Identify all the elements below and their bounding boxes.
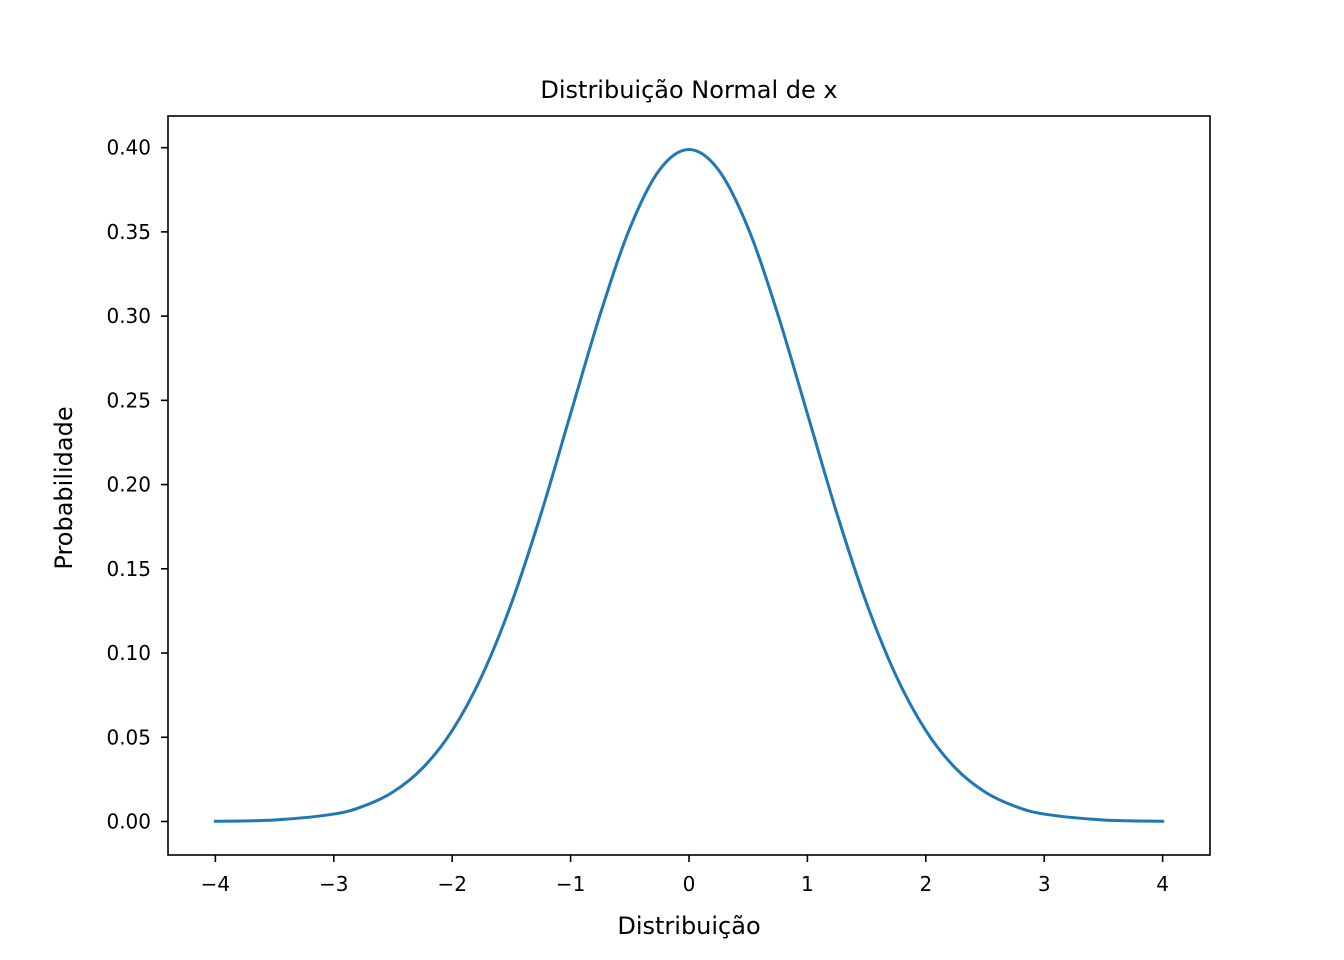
x-tick-label: 3 — [1038, 872, 1051, 896]
y-tick-label: 0.40 — [106, 136, 151, 160]
chart-title: Distribuição Normal de x — [540, 76, 837, 104]
y-tick-label: 0.15 — [106, 557, 151, 581]
x-tick-label: 1 — [801, 872, 814, 896]
y-tick-label: 0.25 — [106, 388, 151, 412]
plot-frame — [167, 115, 1211, 856]
x-tick-label: 2 — [919, 872, 932, 896]
y-tick-label: 0.30 — [106, 304, 151, 328]
plot-area: −4 −3 −2 −1 0 1 2 3 4 0.00 0.05 0.10 0.15 0.20 0.25 0.3… — [106, 115, 1211, 896]
x-tick-label: 0 — [683, 872, 696, 896]
y-axis-label: Probabilidade — [50, 406, 78, 569]
x-tick-label: −1 — [556, 872, 585, 896]
x-axis-label: Distribuição — [617, 912, 760, 940]
x-tick-label: −3 — [319, 872, 348, 896]
x-tick-label: −4 — [201, 872, 230, 896]
series-line-0 — [213, 148, 1165, 823]
x-tick-label: −2 — [437, 872, 466, 896]
y-tick-label: 0.00 — [106, 809, 151, 833]
x-tick-label: 4 — [1156, 872, 1169, 896]
y-tick-label: 0.20 — [106, 473, 151, 497]
y-tick-label: 0.10 — [106, 641, 151, 665]
y-tick-label: 0.35 — [106, 220, 151, 244]
y-tick-label: 0.05 — [106, 725, 151, 749]
